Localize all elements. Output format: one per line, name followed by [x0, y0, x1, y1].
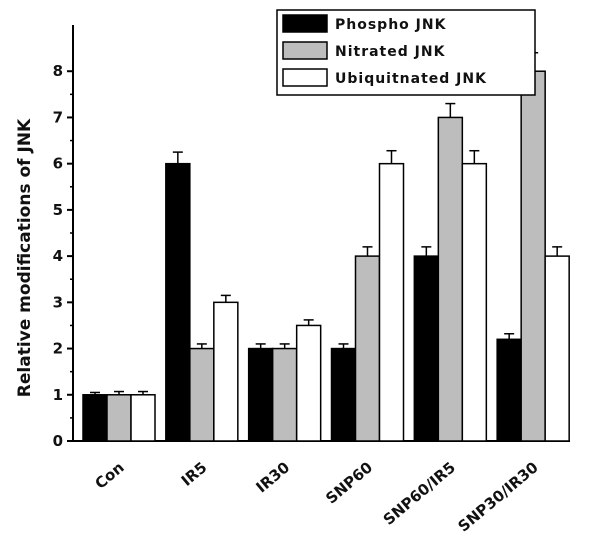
legend: Phospho JNK Nitrated JNK Ubiquitnated JNK — [276, 9, 536, 96]
x-tick-label: SNP60/IR5 — [380, 458, 459, 529]
bar-phospho-jnk-con — [82, 394, 108, 442]
bar-ubiquitnated-jnk-snp30-ir30 — [544, 255, 570, 442]
bar-ubiquitnated-jnk-con — [130, 394, 156, 442]
legend-label: Phospho JNK — [335, 17, 447, 33]
x-tick-label: SNP60 — [322, 458, 376, 507]
y-axis-label: Relative modifications of JNK — [15, 118, 35, 397]
bar-nitrated-jnk-snp60 — [354, 255, 381, 442]
legend-label: Nitrated JNK — [335, 44, 446, 60]
x-tick-label: IR30 — [253, 458, 294, 496]
x-tick-label: Con — [91, 458, 127, 492]
bar-ubiquitnated-jnk-ir30 — [295, 324, 322, 442]
y-tick-label: 4 — [53, 247, 63, 265]
y-ticks: 0 1 2 3 4 5 6 7 8 — [53, 62, 73, 450]
x-tick-label: SNP30/IR30 — [455, 458, 542, 535]
legend-swatch — [282, 68, 328, 87]
bar-nitrated-jnk-snp60-ir5 — [437, 116, 464, 442]
bar-phospho-jnk-ir30 — [247, 347, 274, 442]
bar-ubiquitnated-jnk-snp60 — [378, 162, 405, 442]
y-tick-label: 5 — [53, 201, 63, 219]
y-tick-label: 0 — [53, 432, 63, 450]
bar-ubiquitnated-jnk-ir5 — [213, 301, 239, 442]
y-tick-label: 2 — [53, 340, 63, 358]
bar-phospho-jnk-snp60-ir5 — [413, 255, 440, 442]
bar-phospho-jnk-ir5 — [165, 162, 191, 442]
bar-phospho-jnk-snp60 — [330, 347, 357, 442]
bars — [82, 51, 570, 442]
y-tick-label: 6 — [53, 155, 63, 173]
y-tick-label: 8 — [53, 62, 63, 80]
y-tick-label: 1 — [53, 386, 63, 404]
legend-swatch — [282, 14, 328, 33]
bar-ubiquitnated-jnk-snp60-ir5 — [461, 162, 488, 442]
bar-nitrated-jnk-snp30-ir30 — [520, 70, 546, 442]
legend-label: Ubiquitnated JNK — [335, 71, 487, 87]
bar-phospho-jnk-snp30-ir30 — [496, 338, 522, 442]
bar-nitrated-jnk-con — [106, 394, 132, 442]
bar-nitrated-jnk-ir30 — [271, 347, 298, 442]
y-tick-label: 7 — [53, 108, 63, 126]
y-tick-label: 3 — [53, 293, 63, 311]
legend-swatch — [282, 41, 328, 60]
x-tick-label: IR5 — [178, 458, 211, 490]
bar-nitrated-jnk-ir5 — [189, 347, 215, 442]
